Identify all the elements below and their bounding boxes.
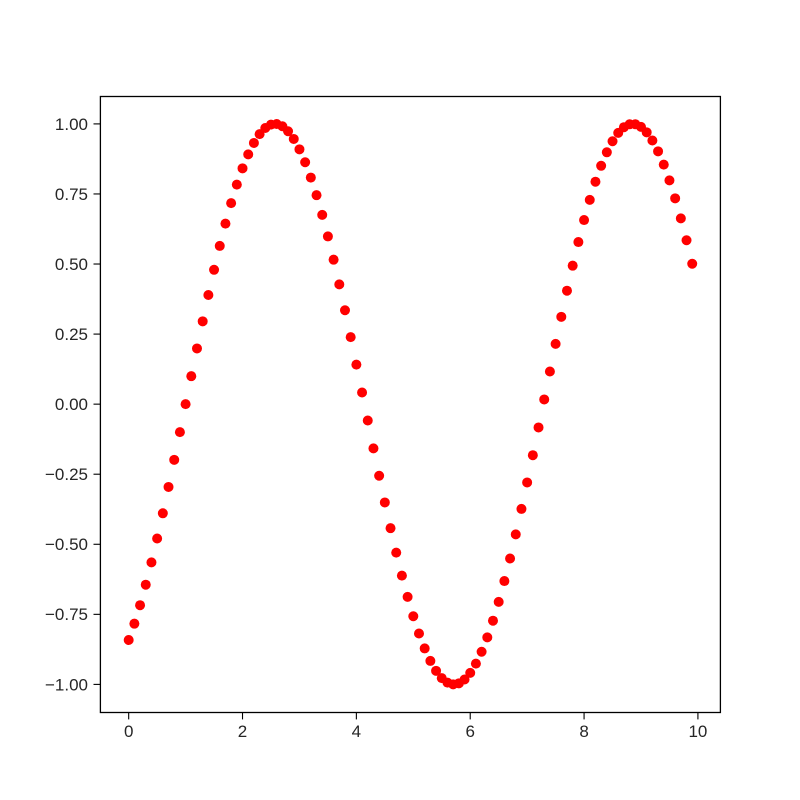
svg-text:−0.50: −0.50 <box>45 535 88 554</box>
svg-text:4: 4 <box>352 722 361 741</box>
svg-text:0.25: 0.25 <box>55 325 88 344</box>
svg-text:1.00: 1.00 <box>55 115 88 134</box>
svg-text:6: 6 <box>465 722 474 741</box>
svg-text:−1.00: −1.00 <box>45 675 88 694</box>
svg-text:8: 8 <box>579 722 588 741</box>
svg-text:2: 2 <box>238 722 247 741</box>
svg-text:0.50: 0.50 <box>55 255 88 274</box>
svg-text:0.00: 0.00 <box>55 395 88 414</box>
svg-text:−0.75: −0.75 <box>45 605 88 624</box>
svg-text:−0.25: −0.25 <box>45 465 88 484</box>
svg-text:10: 10 <box>688 722 707 741</box>
svg-text:0: 0 <box>124 722 133 741</box>
svg-text:0.75: 0.75 <box>55 185 88 204</box>
